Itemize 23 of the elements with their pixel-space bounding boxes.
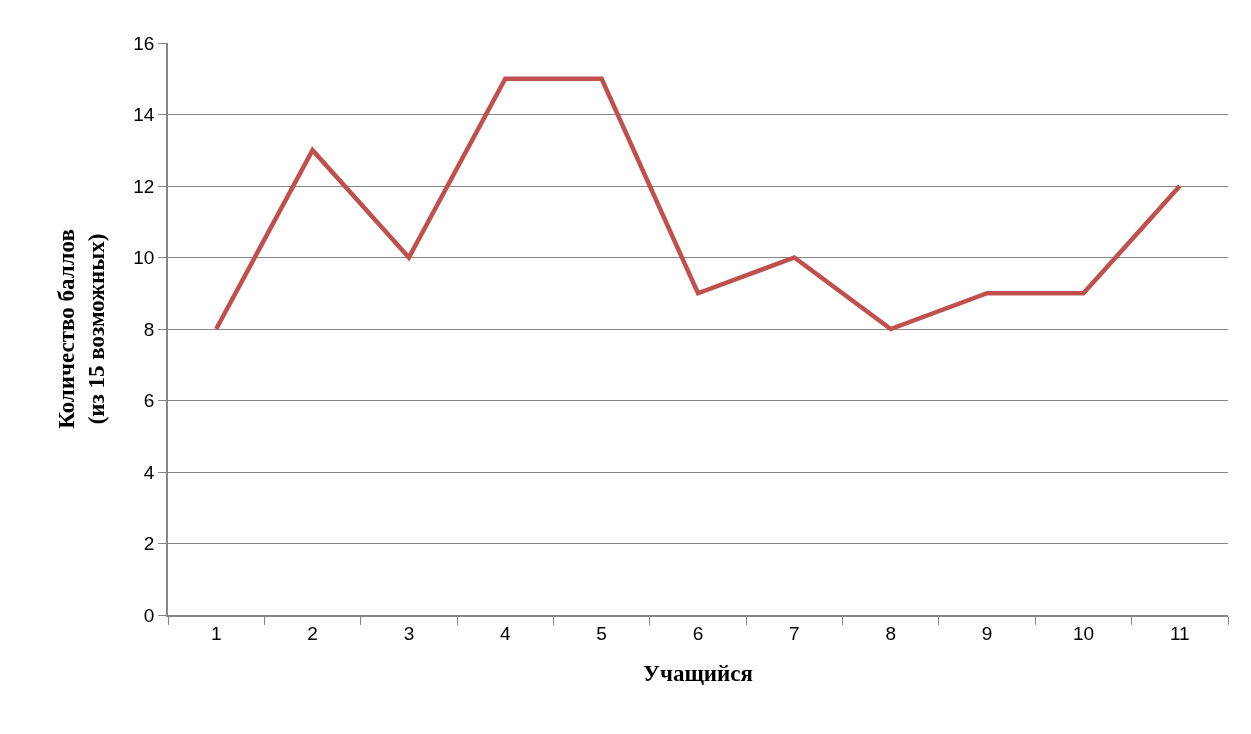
line-series [213,76,1183,332]
y-tick-label: 10 [133,247,155,269]
x-tick-label: 1 [210,622,222,644]
x-tick-label: 6 [692,622,704,644]
y-axis-title: Количество баллов (из 15 возможных) [54,229,110,429]
y-tick-label: 2 [143,533,155,555]
y-tick-label: 16 [133,32,155,54]
x-tick-label: 8 [885,622,897,644]
x-tick-label: 4 [499,622,511,644]
x-tick-label: 11 [1169,622,1190,644]
y-tick-label: 4 [143,461,155,483]
y-tick-label: 6 [143,390,155,412]
y-tick-label: 12 [133,175,155,197]
x-tick-label: 2 [307,622,318,644]
x-tick-label: 10 [1072,622,1095,644]
y-tick-label: 8 [143,318,155,340]
x-tick-label: 5 [596,622,607,644]
x-tick-label: 9 [981,622,993,644]
x-tick-label: 7 [789,622,800,644]
y-tick-label: 14 [133,104,155,126]
x-tick-label: 3 [403,622,415,644]
y-tick-label: 0 [143,604,155,626]
x-axis-title: Учащийся [643,660,753,686]
